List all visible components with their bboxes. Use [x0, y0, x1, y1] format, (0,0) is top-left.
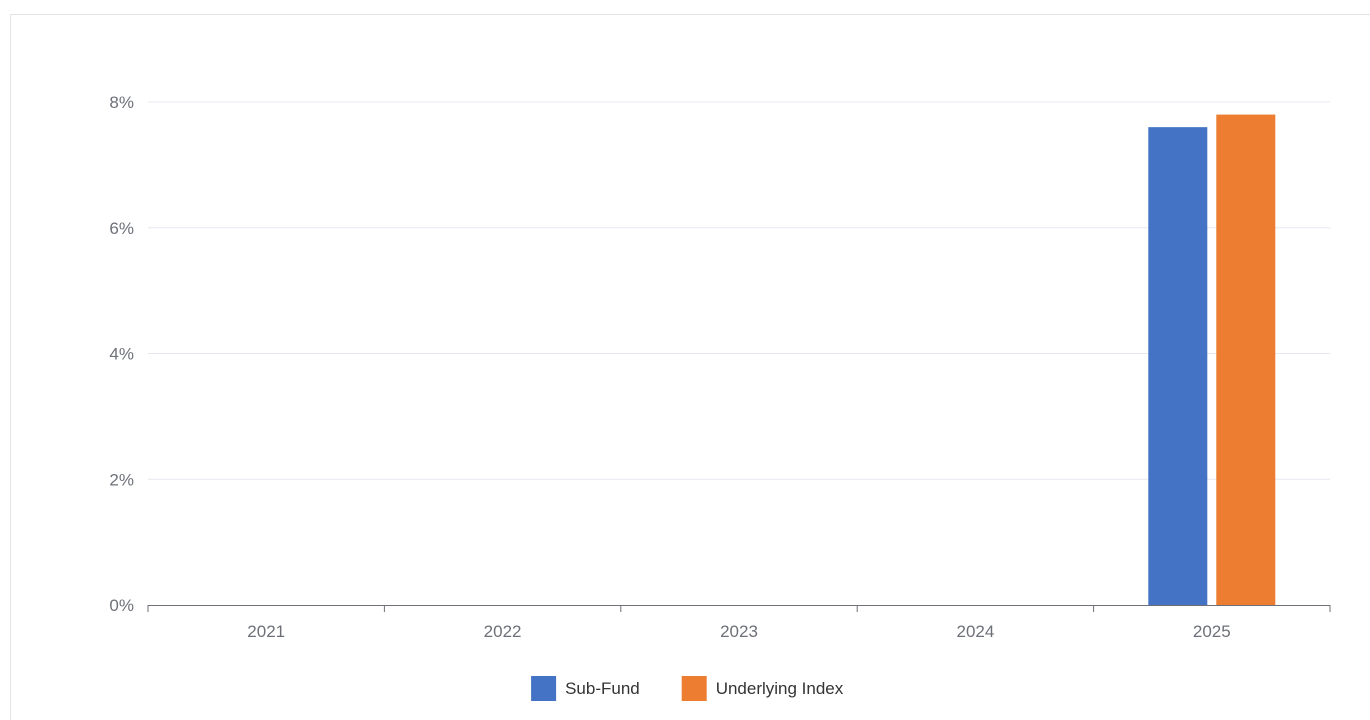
chart-frame [10, 14, 1370, 720]
x-tick-label: 2023 [720, 622, 758, 641]
x-tick-label: 2025 [1193, 622, 1231, 641]
x-tick-label: 2021 [247, 622, 285, 641]
legend-label: Sub-Fund [565, 679, 640, 698]
legend-label: Underlying Index [716, 679, 844, 698]
y-tick-label: 8% [109, 93, 134, 112]
y-tick-label: 0% [109, 596, 134, 615]
y-axis-ticks: 0% 2% 4% 6% 8% [109, 93, 134, 615]
y-tick-label: 4% [109, 345, 134, 364]
bars [1148, 114, 1276, 606]
legend-swatch [531, 676, 557, 701]
x-tick-label: 2024 [956, 622, 994, 641]
bar [1148, 127, 1208, 606]
y-tick-label: 2% [109, 470, 134, 489]
grid-lines [148, 101, 1330, 480]
bar [1216, 114, 1276, 605]
legend-swatch [681, 676, 707, 701]
y-tick-label: 6% [109, 219, 134, 238]
legend: Sub-Fund Underlying Index [531, 676, 844, 701]
x-axis: 2021 2022 2023 2024 2025 [147, 605, 1331, 641]
x-tick-label: 2022 [484, 622, 522, 641]
